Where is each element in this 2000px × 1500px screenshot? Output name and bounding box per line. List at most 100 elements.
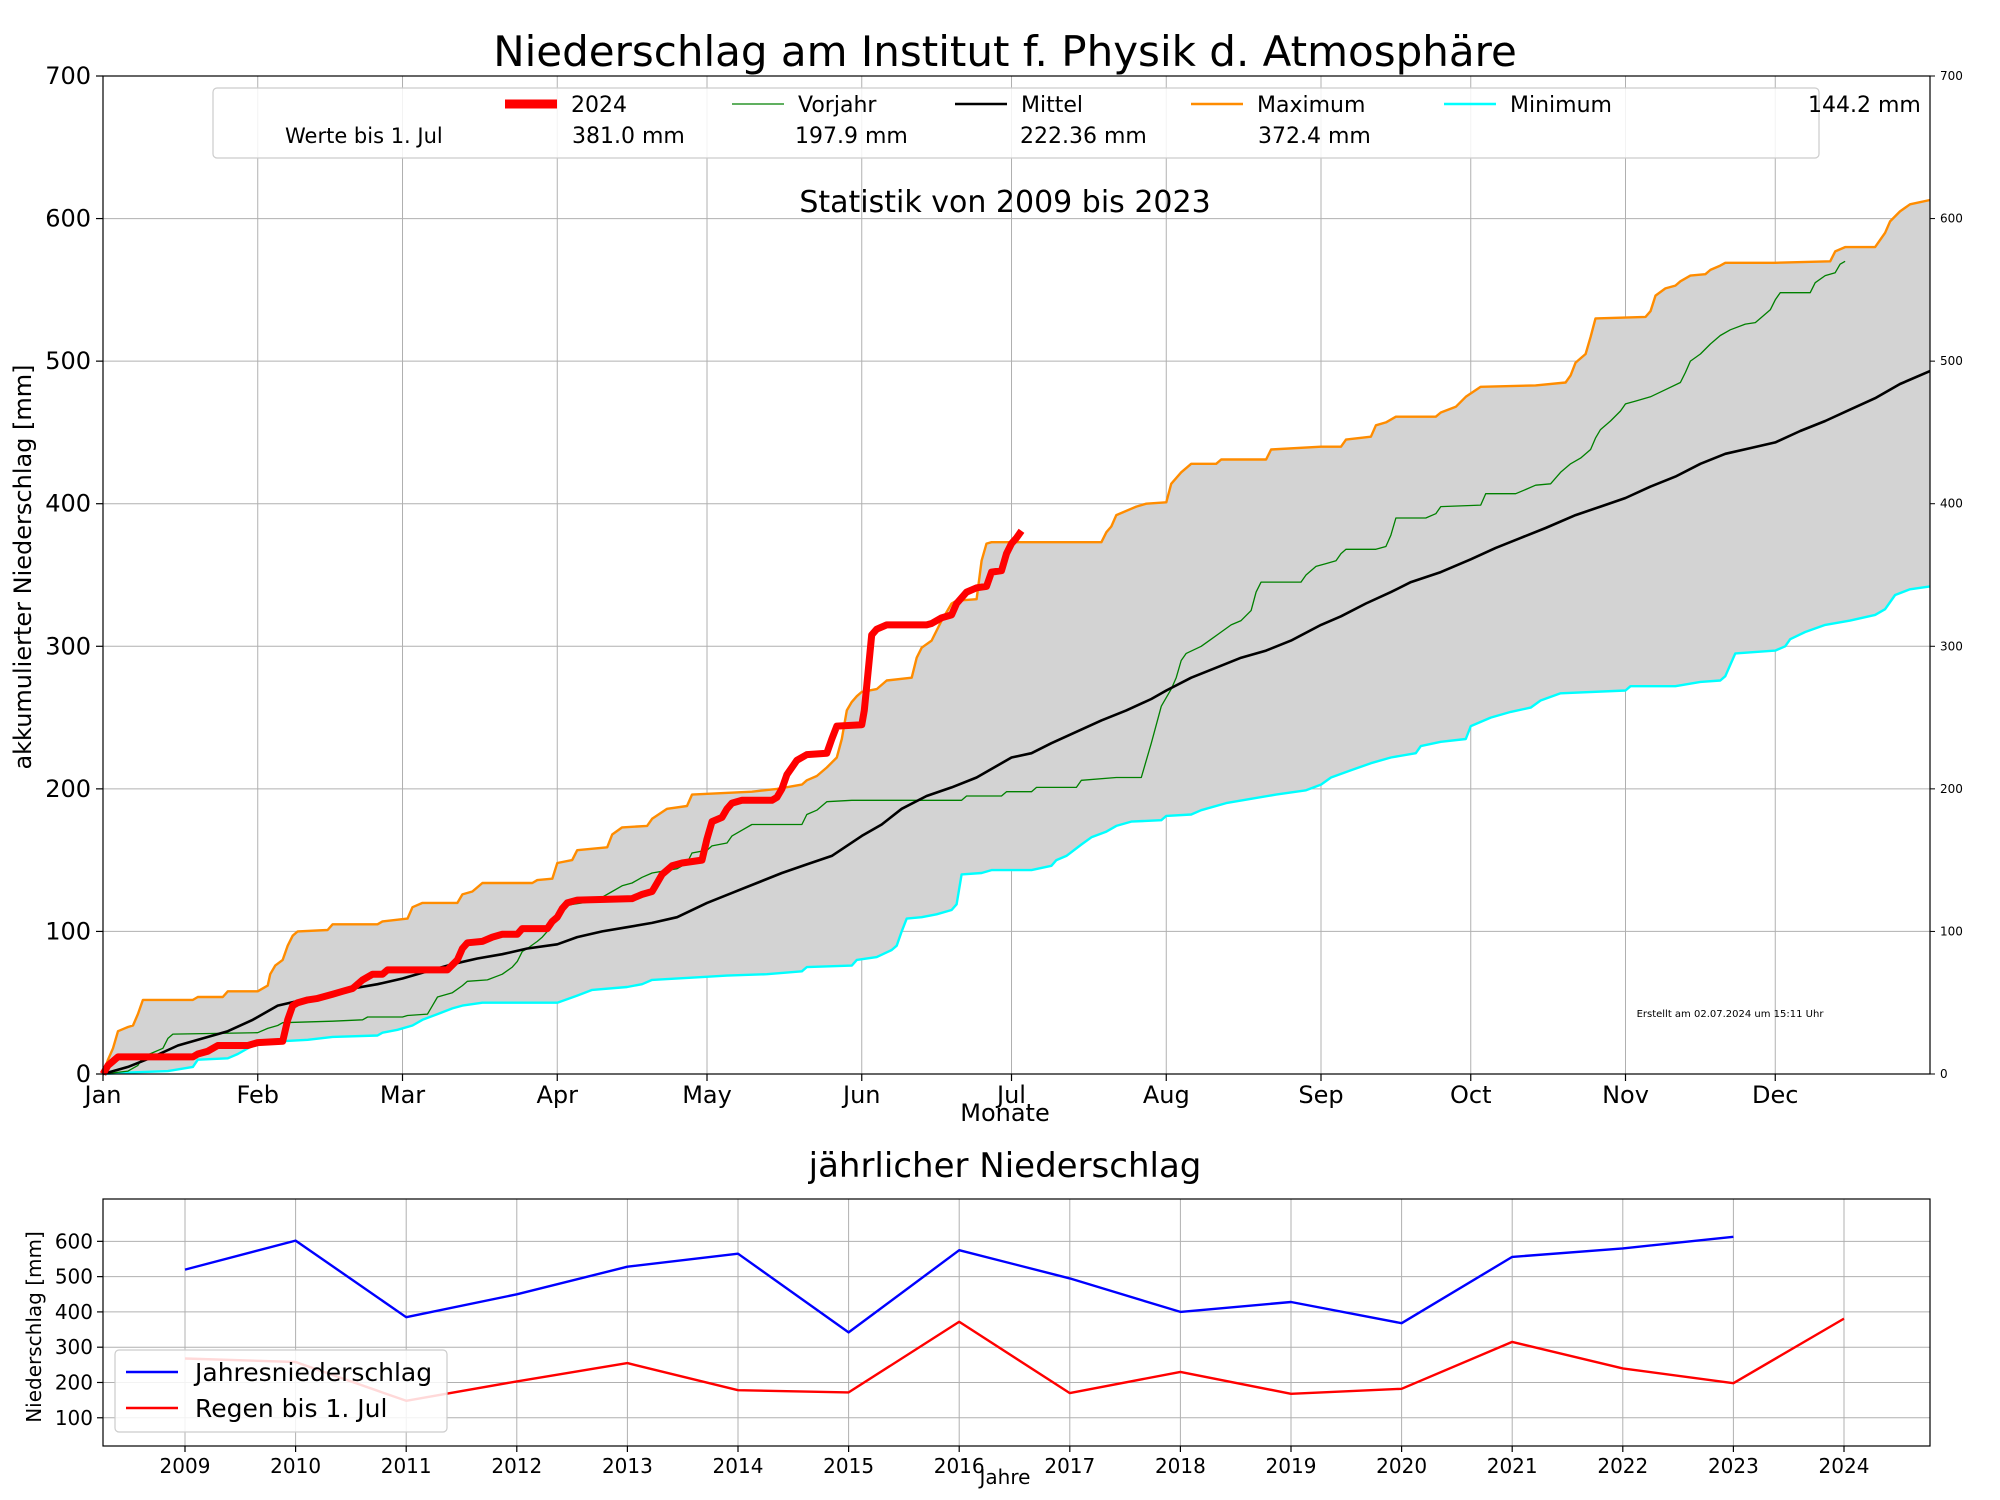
legend-label-minimum: Minimum xyxy=(1510,93,1612,118)
annual-series-line-jahresniederschlag xyxy=(184,1235,1734,1334)
year-tick-labels: 2009 2010 2011 2012 2013 2014 2015 2016 2017 2018… xyxy=(160,1446,1870,1478)
x-tick-label-jul: Jul xyxy=(995,1081,1026,1109)
annual-x-tick-label-2014: 2014 xyxy=(713,1454,764,1478)
main-title: Niederschlag am Institut f. Physik d. At… xyxy=(493,27,1517,76)
x-tick-label-dec: Dec xyxy=(1752,1081,1798,1109)
annual-legend-entry-jahresniederschlag: Jahresniederschlag xyxy=(126,1358,432,1387)
x-tick-label-nov: Nov xyxy=(1602,1081,1649,1109)
legend-entry-vorjahr: Vorjahr 197.9 mm xyxy=(732,93,908,149)
annual-x-tick-label-2015: 2015 xyxy=(823,1454,874,1478)
legend-value-vorjahr: 197.9 mm xyxy=(795,124,908,149)
annual-x-tick-label-2012: 2012 xyxy=(491,1454,542,1478)
y-tick-label-left-0: 0 xyxy=(76,1060,91,1088)
legend-entry-2024: 2024 381.0 mm xyxy=(505,93,685,149)
statistics-subtitle: Statistik von 2009 bis 2023 xyxy=(799,185,1210,220)
legend-box xyxy=(212,87,1820,159)
main-chart: Niederschlag am Institut f. Physik d. At… xyxy=(9,27,1963,1127)
x-tick-label-mar: Mar xyxy=(380,1081,425,1109)
annual-x-tick-label-2019: 2019 xyxy=(1266,1454,1317,1478)
annual-y-tick-labels: 100 200 300 400 500 600 xyxy=(55,1229,103,1430)
y-tick-label-right-100: 100 xyxy=(1940,924,1963,938)
legend-label-vorjahr: Vorjahr xyxy=(798,93,877,118)
annual-series-lines xyxy=(184,1235,1845,1403)
series-line-2024 xyxy=(99,528,1025,1076)
annual-x-tick-label-2016: 2016 xyxy=(934,1454,985,1478)
band-fill xyxy=(103,200,1930,1075)
annual-x-tick-label-2024: 2024 xyxy=(1819,1454,1870,1478)
x-axis-label: Monate xyxy=(960,1099,1049,1127)
annual-x-tick-label-2017: 2017 xyxy=(1044,1454,1095,1478)
annual-x-tick-label-2022: 2022 xyxy=(1597,1454,1648,1478)
y-tick-labels-left: 0 100 200 300 400 500 600 700 xyxy=(45,62,103,1088)
annual-x-tick-label-2009: 2009 xyxy=(160,1454,211,1478)
annual-y-tick-label-300: 300 xyxy=(55,1335,93,1359)
annual-y-tick-label-600: 600 xyxy=(55,1229,93,1253)
y-tick-label-right-400: 400 xyxy=(1940,497,1963,511)
legend-values-prefix: Werte bis 1. Jul xyxy=(285,124,443,148)
annual-x-tick-label-2018: 2018 xyxy=(1155,1454,1206,1478)
legend-value-2024: 381.0 mm xyxy=(572,124,685,149)
annual-x-tick-label-2010: 2010 xyxy=(270,1454,321,1478)
annual-legend-label-jahresniederschlag: Jahresniederschlag xyxy=(193,1358,432,1387)
legend-entry-minimum: Minimum 144.2 mm xyxy=(1444,93,1921,118)
annual-grid xyxy=(103,1199,1930,1446)
legend-entry-maximum: Maximum 372.4 mm xyxy=(1191,93,1371,149)
y-tick-label-right-300: 300 xyxy=(1940,639,1963,653)
y-tick-label-left-600: 600 xyxy=(45,205,91,233)
y-tick-label-left-100: 100 xyxy=(45,917,91,945)
created-annotation: Erstellt am 02.07.2024 um 15:11 Uhr xyxy=(1637,1009,1825,1020)
month-tick-labels: Jan Feb Mar Apr May Jun Jul Aug Sep Oct Nov Dec xyxy=(83,1074,1798,1109)
legend-label-mittel: Mittel xyxy=(1021,93,1083,118)
x-tick-label-oct: Oct xyxy=(1450,1081,1492,1109)
series-line-minimum xyxy=(102,585,1931,1076)
annual-x-tick-label-2020: 2020 xyxy=(1376,1454,1427,1478)
annual-x-tick-label-2021: 2021 xyxy=(1487,1454,1538,1478)
annual-chart: jährlicher Niederschlag 100 200 300 400 500 6… xyxy=(22,1146,1931,1489)
annual-x-tick-label-2011: 2011 xyxy=(381,1454,432,1478)
y-tick-label-left-300: 300 xyxy=(45,632,91,660)
annual-y-tick-label-400: 400 xyxy=(55,1300,93,1324)
annual-y-tick-label-200: 200 xyxy=(55,1370,93,1394)
annual-x-tick-label-2023: 2023 xyxy=(1708,1454,1759,1478)
main-plot-frame xyxy=(102,75,1931,1075)
legend-value-mittel: 222.36 mm xyxy=(1020,124,1147,149)
annual-plot-frame xyxy=(102,1198,1931,1447)
x-tick-label-jan: Jan xyxy=(83,1081,122,1109)
series-line-vorjahr xyxy=(102,260,1846,1075)
y-axis-label: akkumulierter Niederschlag [mm] xyxy=(9,364,37,769)
y-tick-label-right-200: 200 xyxy=(1940,782,1963,796)
y-tick-label-right-0: 0 xyxy=(1940,1067,1948,1081)
annual-x-tick-label-2013: 2013 xyxy=(602,1454,653,1478)
min-max-band xyxy=(103,200,1930,1075)
annual-legend-label-regen-bis-1-jul: Regen bis 1. Jul xyxy=(195,1394,387,1423)
annual-x-axis-label: Jahre xyxy=(978,1465,1031,1489)
series-line-maximum xyxy=(101,198,1931,1075)
y-tick-label-right-500: 500 xyxy=(1940,354,1963,368)
x-tick-label-feb: Feb xyxy=(236,1081,279,1109)
x-tick-label-apr: Apr xyxy=(536,1081,578,1109)
annual-legend-box xyxy=(114,1349,448,1433)
annual-legend-entry-regen-bis-1-jul: Regen bis 1. Jul xyxy=(126,1394,387,1423)
y-tick-label-left-400: 400 xyxy=(45,490,91,518)
x-tick-label-may: May xyxy=(682,1081,732,1109)
y-tick-label-right-700: 700 xyxy=(1940,69,1963,83)
annual-title: jährlicher Niederschlag xyxy=(808,1146,1202,1186)
annual-y-tick-label-500: 500 xyxy=(55,1265,93,1289)
annual-legend: Jahresniederschlag Regen bis 1. Jul xyxy=(114,1349,448,1433)
legend-entry-mittel: Mittel 222.36 mm xyxy=(955,93,1147,149)
annual-y-tick-label-100: 100 xyxy=(55,1406,93,1430)
annual-y-axis-label: Niederschlag [mm] xyxy=(22,1231,46,1423)
legend-value-minimum: 144.2 mm xyxy=(1808,93,1921,118)
y-tick-label-left-700: 700 xyxy=(45,62,91,90)
x-tick-label-sep: Sep xyxy=(1298,1081,1343,1109)
legend-label-2024: 2024 xyxy=(571,93,627,118)
y-tick-label-right-600: 600 xyxy=(1940,212,1963,226)
y-tick-labels-right: 0 100 200 300 400 500 600 700 xyxy=(1930,69,1963,1081)
main-series-lines xyxy=(99,198,1931,1076)
legend-label-maximum: Maximum xyxy=(1257,93,1365,118)
series-line-mittel xyxy=(102,369,1931,1076)
y-tick-label-left-200: 200 xyxy=(45,775,91,803)
main-legend: Werte bis 1. Jul 2024 381.0 mm Vorjahr 197.9… xyxy=(212,87,1921,159)
annual-series-line-regen-bis-1-jul xyxy=(184,1317,1845,1403)
